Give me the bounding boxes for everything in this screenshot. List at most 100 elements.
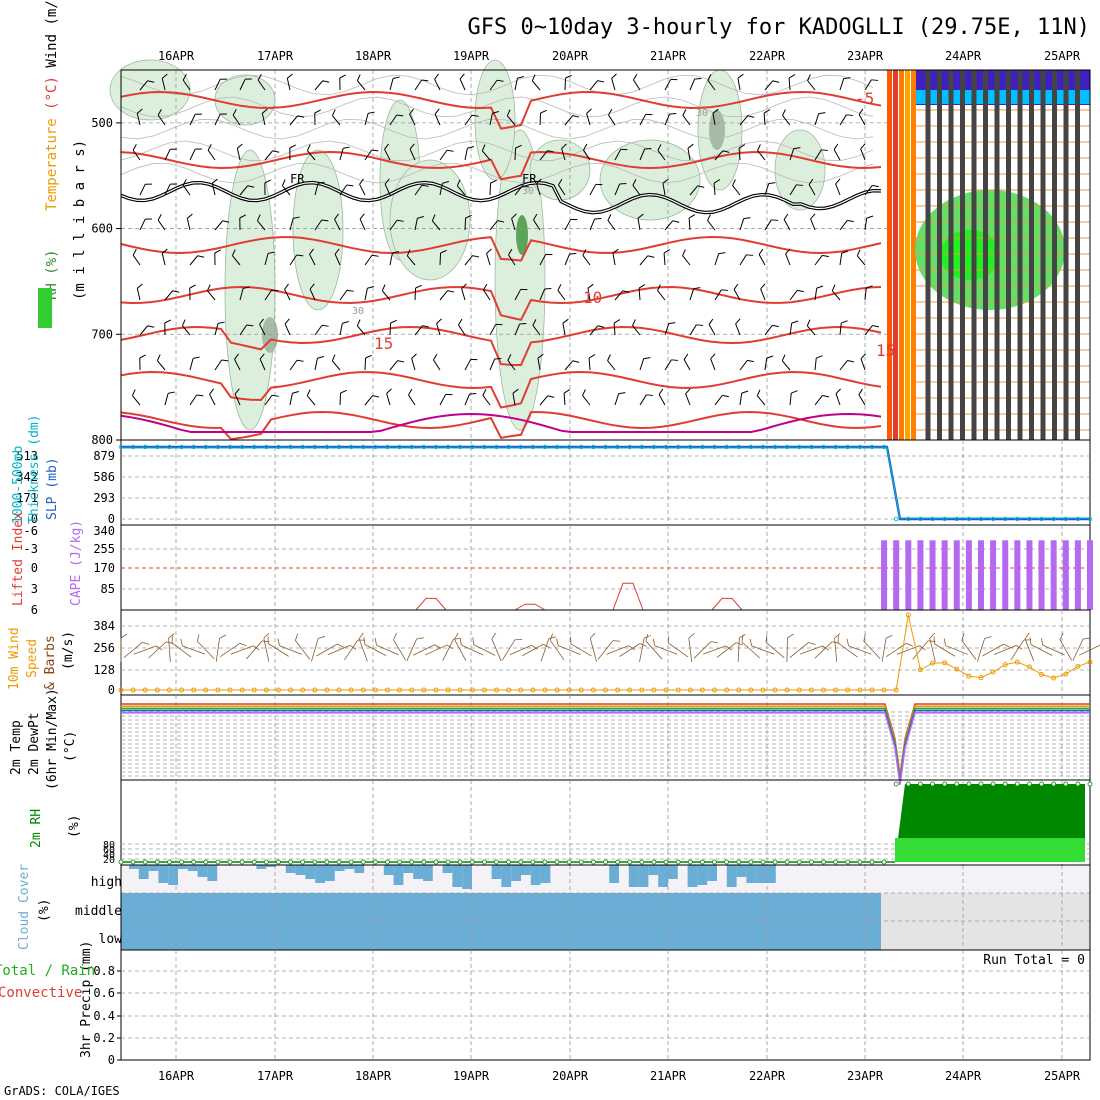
wind-barb: [483, 283, 491, 301]
rh2m-point: [288, 859, 293, 865]
rh-contour-line: [120, 140, 874, 161]
millibars-label: (m i l l i b a r s): [72, 140, 88, 300]
wind-barb: [564, 253, 577, 266]
freezing-label-b: FR: [522, 172, 537, 186]
wind-barb: [764, 182, 776, 196]
wind10m-label-d: (m/s): [61, 631, 76, 670]
rh-label-c: 30: [352, 306, 364, 317]
wind-barb: [664, 322, 676, 336]
top-date-label: 17APR: [257, 49, 294, 63]
top-date-label: 25APR: [1044, 49, 1081, 63]
wind10m-barb: [943, 638, 969, 655]
thickness-point: [675, 444, 681, 450]
wind-barb: [864, 215, 874, 231]
rh2m-band: [895, 838, 1085, 862]
wind-barb: [439, 149, 454, 161]
wind10m-barb: [961, 633, 977, 660]
high-cloud-bar: [511, 865, 521, 881]
wind-barb: [814, 355, 823, 371]
pressure-tick-label: 800: [91, 433, 113, 447]
high-cloud-bar: [423, 865, 433, 881]
thickness-point: [809, 444, 814, 450]
wind-barb: [758, 248, 766, 266]
top-date-label: 20APR: [552, 49, 589, 63]
wind-barb: [607, 214, 616, 231]
wind-barb: [207, 144, 216, 161]
temperature-contour: [120, 370, 882, 409]
rh2m-point: [1039, 781, 1044, 787]
precip-total-rain-label: Total / Rain: [0, 963, 95, 979]
wind-speed-point: [990, 669, 996, 675]
thickness-point: [1015, 516, 1020, 522]
wind-barb: [539, 253, 553, 266]
wind-barb: [789, 184, 804, 196]
wind-barb: [489, 220, 505, 231]
wind-barb: [557, 284, 566, 301]
pressure-tick-label: 600: [91, 222, 113, 236]
wind-barb: [411, 353, 417, 371]
wind10m-barb: [1029, 637, 1053, 656]
wind10m-barb: [834, 633, 841, 662]
wind-barb: [856, 249, 866, 266]
thickness-point: [300, 444, 305, 450]
wind-barb: [607, 354, 616, 371]
thickness-tick: 513: [16, 449, 38, 463]
wind-barb: [211, 178, 218, 196]
wind-barb: [289, 254, 304, 266]
wind10m-barb: [215, 634, 227, 662]
thickness-point: [336, 444, 342, 450]
high-cloud-bar: [295, 865, 306, 875]
wind-barb: [409, 108, 416, 126]
thickness-point: [312, 444, 317, 450]
wind-barb: [334, 213, 341, 231]
rh2m-point: [372, 859, 378, 865]
wind-barb: [814, 254, 829, 266]
wind-barb: [839, 219, 854, 231]
wind-barb: [689, 287, 701, 301]
high-cloud-bar: [413, 865, 423, 879]
rh2m-point: [142, 859, 148, 865]
rh-region: [292, 149, 344, 311]
thickness-point: [373, 444, 378, 450]
wind-barb: [314, 80, 330, 91]
dewpt2m-label: 2m DewPt: [27, 712, 42, 775]
wind10m-barb: [197, 634, 215, 659]
wind-barb: [707, 74, 716, 91]
rh2m-point: [893, 781, 899, 787]
wind-barb: [132, 249, 141, 266]
wind-barb: [614, 392, 626, 406]
wind-barb: [611, 73, 617, 91]
wind-barb: [833, 143, 841, 161]
wind-speed-point: [1063, 671, 1069, 677]
wind-barbs-upper: [131, 73, 880, 406]
temp-line: [121, 707, 1090, 781]
cape-bar: [1074, 540, 1081, 610]
wind10m-barb: [459, 637, 484, 656]
wind-barb: [810, 213, 816, 231]
rh2m-tick: 80: [103, 840, 115, 851]
wind10m-barb: [837, 635, 858, 658]
precip-tick: 0: [108, 1053, 115, 1067]
wind-barb: [209, 388, 216, 406]
wind-barb: [664, 359, 679, 371]
rh2m-point: [263, 859, 269, 865]
high-cloud-bar: [462, 865, 472, 889]
rh2m-point: [784, 859, 790, 865]
wind-barb: [507, 354, 516, 371]
wind10m-barb: [246, 640, 270, 660]
high-cloud-bar: [726, 865, 737, 887]
wind-barb: [710, 353, 716, 371]
wind-barb: [264, 251, 275, 266]
wind-barb: [464, 146, 474, 161]
wind-barb: [664, 78, 678, 91]
rh2m-point: [276, 859, 281, 865]
wind-barb: [558, 178, 566, 196]
wind10m-barb: [688, 633, 695, 662]
wind-barb: [181, 319, 191, 336]
li-peak: [612, 582, 644, 611]
thickness-point: [651, 444, 657, 450]
wind-barb: [489, 358, 502, 371]
wind-barb: [664, 220, 680, 231]
wind10m-barb: [556, 638, 581, 655]
